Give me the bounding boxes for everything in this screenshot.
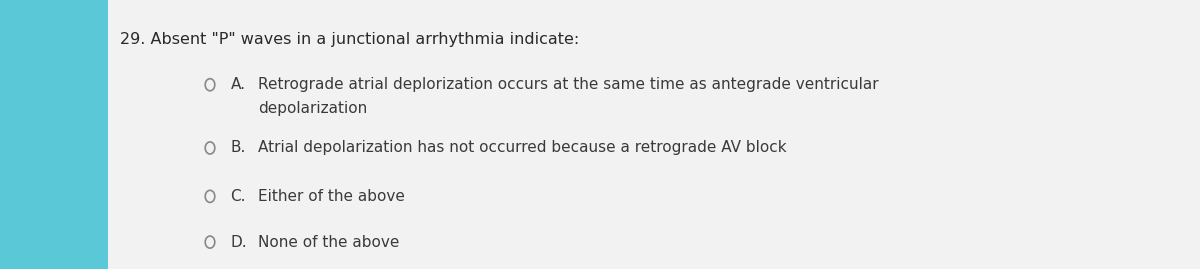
- Text: Retrograde atrial deplorization occurs at the same time as antegrade ventricular: Retrograde atrial deplorization occurs a…: [258, 77, 878, 92]
- FancyBboxPatch shape: [108, 0, 1200, 269]
- Ellipse shape: [205, 79, 215, 91]
- Text: depolarization: depolarization: [258, 101, 367, 116]
- Ellipse shape: [205, 142, 215, 154]
- Text: D.: D.: [230, 235, 247, 250]
- Text: None of the above: None of the above: [258, 235, 400, 250]
- Text: Either of the above: Either of the above: [258, 189, 404, 204]
- Text: 29. Absent "P" waves in a junctional arrhythmia indicate:: 29. Absent "P" waves in a junctional arr…: [120, 32, 580, 47]
- Text: B.: B.: [230, 140, 246, 155]
- Ellipse shape: [205, 236, 215, 248]
- Ellipse shape: [205, 190, 215, 202]
- Text: C.: C.: [230, 189, 246, 204]
- Text: Atrial depolarization has not occurred because a retrograde AV block: Atrial depolarization has not occurred b…: [258, 140, 787, 155]
- Text: A.: A.: [230, 77, 246, 92]
